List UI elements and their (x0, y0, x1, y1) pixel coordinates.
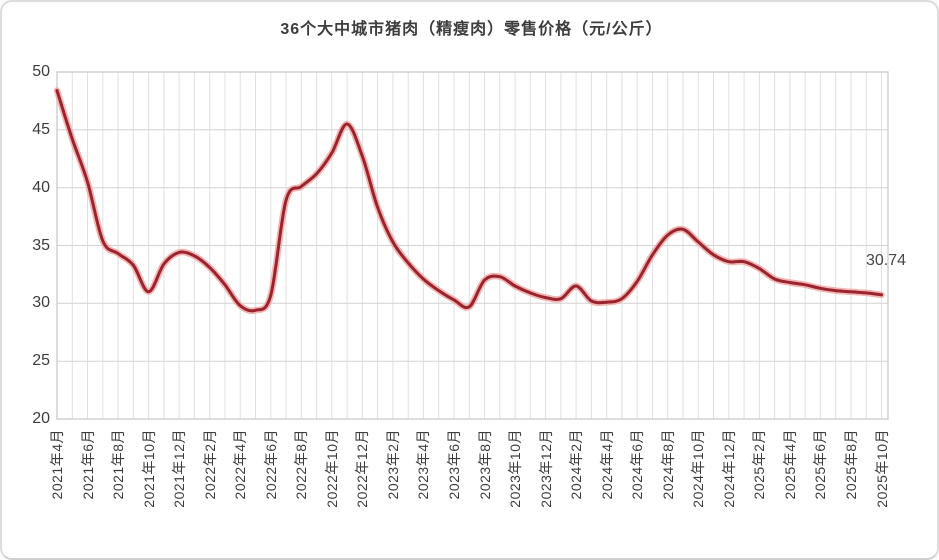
y-tick-label: 25 (32, 352, 50, 369)
y-tick-label: 30 (32, 294, 50, 311)
y-tick-label: 45 (32, 121, 50, 138)
x-tick-label: 2022年6月 (263, 429, 279, 500)
x-tick-label: 2022年8月 (293, 429, 309, 500)
x-tick-label: 2022年2月 (202, 429, 218, 500)
x-tick-label: 2024年2月 (568, 429, 584, 500)
price-line (55, 89, 883, 313)
x-tick-label: 2023年4月 (415, 429, 431, 500)
x-tick-label: 2021年8月 (110, 429, 126, 500)
x-tick-label: 2021年4月 (49, 429, 65, 500)
x-tick-label: 2024年10月 (690, 429, 706, 508)
latest-price-annotation: 30.74 (865, 252, 906, 269)
y-tick-label: 35 (32, 237, 50, 254)
x-tick-label: 2024年6月 (629, 429, 645, 500)
x-tick-label: 2022年12月 (354, 429, 370, 508)
x-tick-label: 2023年6月 (446, 429, 462, 500)
x-tick-label: 2025年4月 (782, 429, 798, 500)
y-tick-label: 40 (32, 179, 50, 196)
y-tick-label: 50 (32, 63, 50, 80)
x-tick-label: 2024年8月 (660, 429, 676, 500)
x-tick-label: 2022年10月 (324, 429, 340, 508)
x-tick-label: 2023年12月 (538, 429, 554, 508)
x-tick-label: 2023年2月 (385, 429, 401, 500)
x-tick-label: 2024年4月 (599, 429, 615, 500)
x-tick-label: 2025年2月 (751, 429, 767, 500)
x-tick-label: 2024年12月 (721, 429, 737, 508)
x-tick-label: 2023年8月 (477, 429, 493, 500)
x-tick-label: 2025年6月 (812, 429, 828, 500)
x-tick-label: 2021年6月 (80, 429, 96, 500)
chart-title: 36个大中城市猪肉（精瘦肉）零售价格（元/公斤） (280, 21, 663, 38)
x-tick-label: 2021年10月 (141, 429, 157, 508)
x-tick-label: 2025年8月 (843, 429, 859, 500)
y-tick-label: 20 (32, 410, 50, 427)
x-tick-label: 2025年10月 (874, 429, 890, 508)
x-tick-label: 2021年12月 (171, 429, 187, 508)
x-tick-label: 2022年4月 (232, 429, 248, 500)
x-tick-label: 2023年10月 (507, 429, 523, 508)
